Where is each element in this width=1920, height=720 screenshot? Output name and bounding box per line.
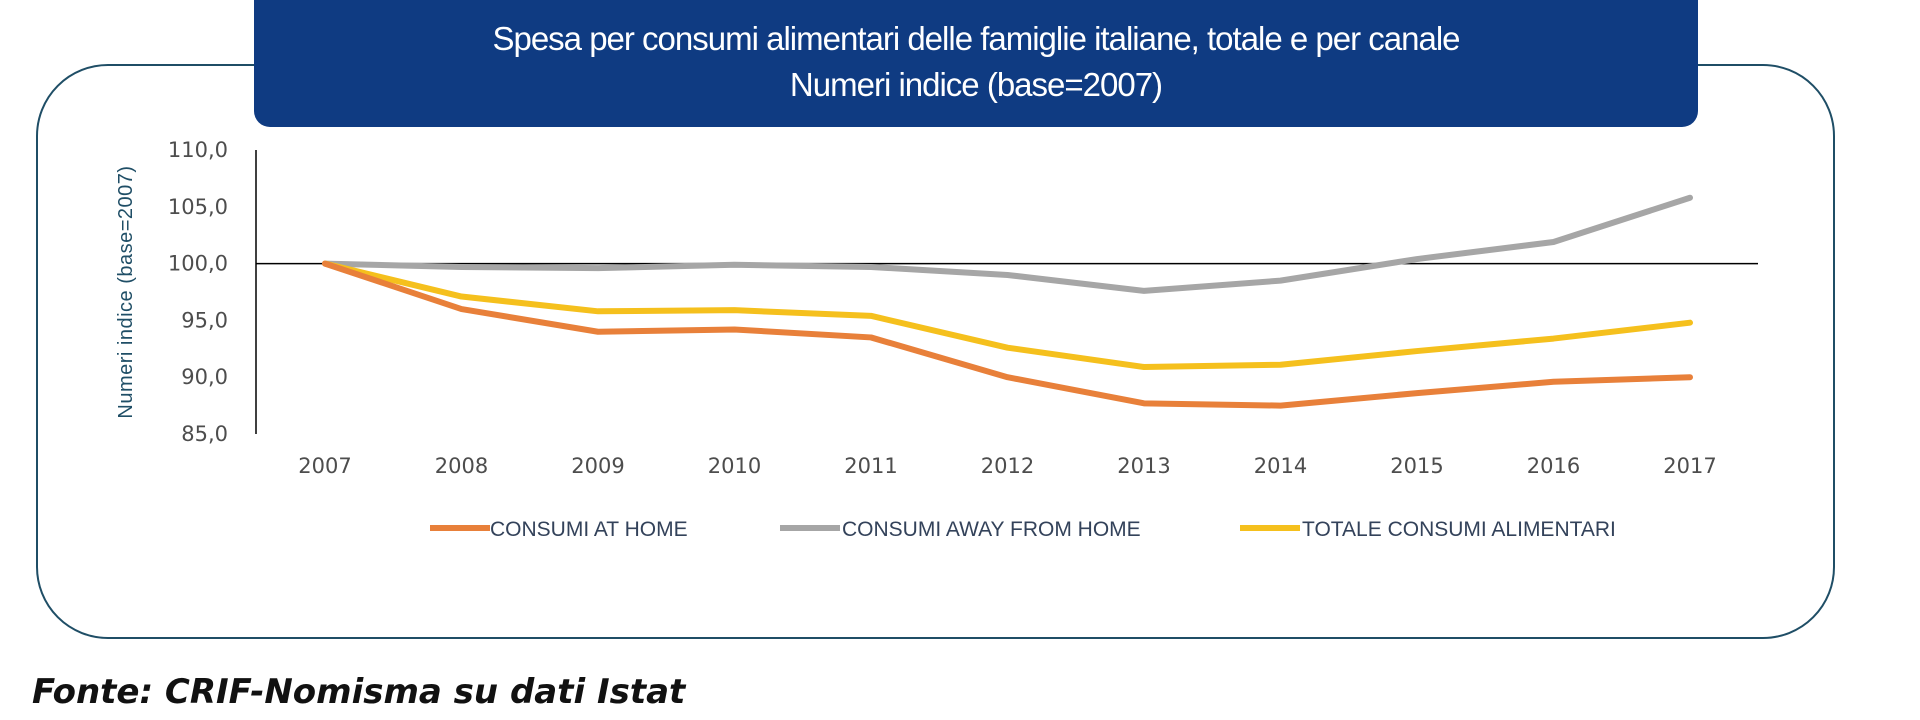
- x-tick-label: 2012: [981, 454, 1034, 478]
- y-tick-label: 105,0: [168, 195, 228, 219]
- x-tick-label: 2011: [844, 454, 897, 478]
- source-note: Fonte: CRIF-Nomisma su dati Istat: [32, 672, 686, 712]
- chart-title: Spesa per consumi alimentari delle famig…: [492, 20, 1460, 57]
- axis-labels: 110,0 105,0 100,0 95,0 90,0 85,0 Numeri indice…: [115, 138, 1717, 478]
- series-lines: [322, 194, 1693, 409]
- x-tick-label: 2016: [1527, 454, 1580, 478]
- legend-label: TOTALE CONSUMI ALIMENTARI: [1302, 518, 1616, 541]
- x-tick-label: 2007: [298, 454, 351, 478]
- legend-label: CONSUMI AT HOME: [490, 518, 688, 541]
- x-tick-label: 2010: [708, 454, 761, 478]
- legend-label: CONSUMI AWAY FROM HOME: [842, 518, 1141, 541]
- x-tick-label: 2013: [1117, 454, 1170, 478]
- y-tick-label: 110,0: [168, 138, 228, 162]
- y-tick-label: 85,0: [181, 422, 228, 446]
- y-tick-label: 95,0: [181, 308, 228, 332]
- series-line-2: [322, 260, 1693, 370]
- x-tick-label: 2009: [571, 454, 624, 478]
- x-tick-label: 2008: [435, 454, 488, 478]
- chart-subtitle: Numeri indice (base=2007): [789, 66, 1163, 103]
- y-axis-title: Numeri indice (base=2007): [115, 165, 137, 418]
- series-line-1: [322, 194, 1693, 294]
- legend: CONSUMI AT HOME CONSUMI AWAY FROM HOME TOT…: [430, 518, 1616, 541]
- axes: [255, 150, 1758, 434]
- title-banner: Spesa per consumi alimentari delle famig…: [254, 0, 1698, 127]
- chart-panel: [36, 64, 1835, 639]
- series-line-0: [322, 260, 1693, 409]
- x-tick-label: 2015: [1390, 454, 1443, 478]
- x-tick-label: 2017: [1663, 454, 1716, 478]
- y-tick-label: 100,0: [168, 252, 228, 276]
- x-tick-label: 2014: [1254, 454, 1307, 478]
- y-tick-label: 90,0: [181, 365, 228, 389]
